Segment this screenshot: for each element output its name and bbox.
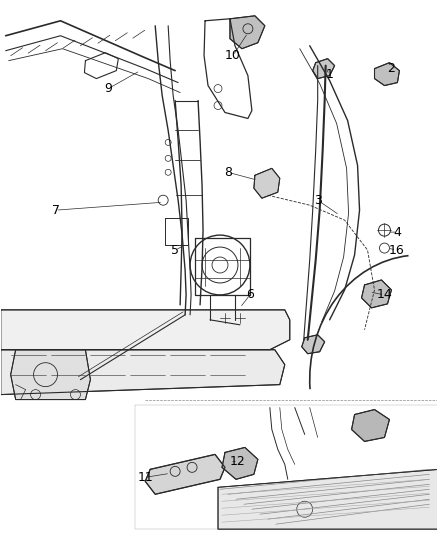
Text: 3: 3 bbox=[314, 193, 321, 207]
Text: 2: 2 bbox=[388, 62, 396, 75]
Polygon shape bbox=[374, 63, 399, 86]
Text: 14: 14 bbox=[377, 288, 392, 301]
Text: 12: 12 bbox=[230, 455, 246, 468]
Polygon shape bbox=[1, 310, 290, 350]
Polygon shape bbox=[1, 350, 285, 394]
Polygon shape bbox=[352, 409, 389, 441]
Text: 8: 8 bbox=[224, 166, 232, 179]
Text: 7: 7 bbox=[52, 204, 60, 217]
Text: 16: 16 bbox=[389, 244, 404, 256]
Polygon shape bbox=[222, 447, 258, 479]
Polygon shape bbox=[230, 16, 265, 49]
Polygon shape bbox=[254, 168, 280, 198]
Polygon shape bbox=[218, 470, 438, 529]
Text: 6: 6 bbox=[246, 288, 254, 301]
Text: 5: 5 bbox=[171, 244, 179, 256]
Text: 11: 11 bbox=[138, 471, 153, 484]
Polygon shape bbox=[302, 335, 325, 354]
Polygon shape bbox=[145, 455, 225, 494]
Polygon shape bbox=[11, 350, 90, 400]
Text: 10: 10 bbox=[225, 49, 241, 62]
Polygon shape bbox=[361, 280, 392, 308]
Text: 1: 1 bbox=[326, 68, 334, 81]
Text: 9: 9 bbox=[104, 82, 112, 95]
Polygon shape bbox=[313, 59, 335, 78]
Text: 4: 4 bbox=[393, 225, 401, 239]
